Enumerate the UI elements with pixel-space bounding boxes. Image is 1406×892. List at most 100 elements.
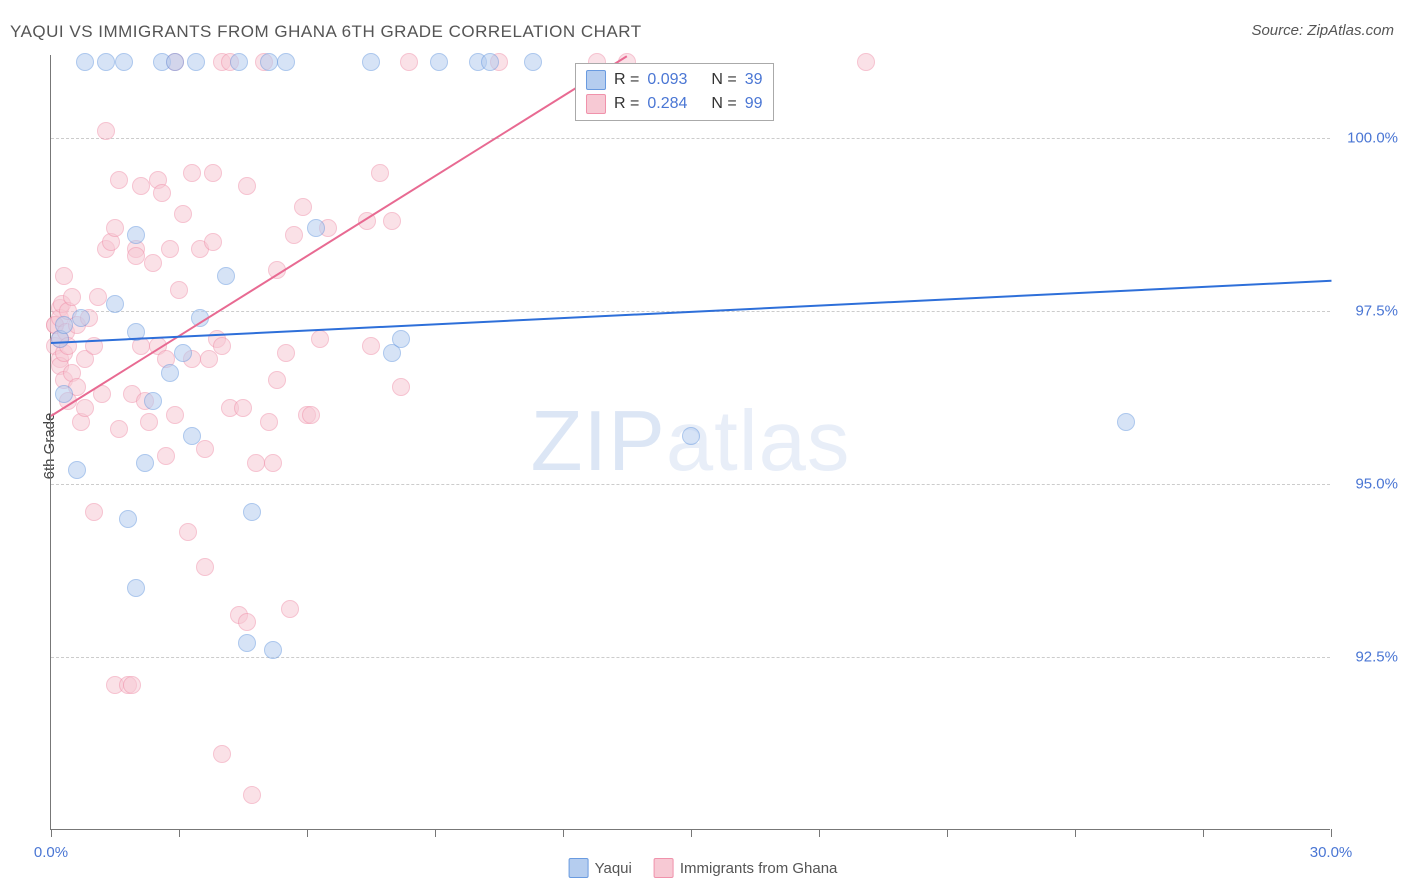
legend-swatch	[586, 94, 606, 114]
gridline	[51, 484, 1330, 485]
series-legend: Yaqui Immigrants from Ghana	[569, 858, 838, 878]
pink-point	[110, 420, 128, 438]
plot-area: ZIPatlas 92.5%95.0%97.5%100.0%0.0%30.0%	[50, 55, 1330, 830]
y-tick-label: 95.0%	[1355, 476, 1398, 493]
blue-point	[68, 461, 86, 479]
pink-point	[243, 786, 261, 804]
pink-point	[213, 337, 231, 355]
pink-point	[170, 281, 188, 299]
pink-point	[857, 53, 875, 71]
blue-point	[136, 454, 154, 472]
pink-point	[85, 503, 103, 521]
pink-point	[174, 205, 192, 223]
blue-point	[243, 503, 261, 521]
pink-point	[268, 371, 286, 389]
blue-point	[97, 53, 115, 71]
blue-point	[307, 219, 325, 237]
pink-point	[89, 288, 107, 306]
pink-point	[76, 399, 94, 417]
pink-point	[106, 219, 124, 237]
pink-point	[183, 164, 201, 182]
pink-point	[247, 454, 265, 472]
blue-point	[106, 295, 124, 313]
blue-point	[481, 53, 499, 71]
legend-n-value: 39	[745, 71, 763, 89]
pink-point	[294, 198, 312, 216]
pink-point	[204, 164, 222, 182]
y-tick-label: 92.5%	[1355, 649, 1398, 666]
blue-point	[1117, 413, 1135, 431]
blue-point	[144, 392, 162, 410]
blue-trendline	[51, 280, 1331, 344]
legend-r-value: 0.093	[647, 71, 687, 89]
gridline	[51, 138, 1330, 139]
pink-point	[383, 212, 401, 230]
pink-point	[196, 440, 214, 458]
legend-n-value: 99	[745, 95, 763, 113]
blue-point	[174, 344, 192, 362]
pink-point	[238, 177, 256, 195]
pink-point	[97, 122, 115, 140]
legend-r-label: R =	[614, 95, 639, 113]
source-attribution: Source: ZipAtlas.com	[1251, 22, 1394, 39]
x-tick	[179, 829, 180, 837]
legend-r-value: 0.284	[647, 95, 687, 113]
x-tick-label: 0.0%	[34, 844, 68, 861]
pink-point	[55, 267, 73, 285]
pink-point	[200, 350, 218, 368]
bottom-legend-item: Yaqui	[569, 858, 632, 878]
pink-point	[213, 745, 231, 763]
blue-point	[187, 53, 205, 71]
pink-point	[196, 558, 214, 576]
pink-point	[123, 676, 141, 694]
blue-point	[161, 364, 179, 382]
pink-point	[166, 406, 184, 424]
blue-point	[183, 427, 201, 445]
blue-point	[127, 579, 145, 597]
pink-point	[157, 447, 175, 465]
bottom-legend-label: Immigrants from Ghana	[680, 860, 838, 877]
pink-point	[264, 454, 282, 472]
blue-point	[682, 427, 700, 445]
x-tick	[51, 829, 52, 837]
legend-swatch	[654, 858, 674, 878]
legend-r-label: R =	[614, 71, 639, 89]
pink-point	[140, 413, 158, 431]
blue-point	[115, 53, 133, 71]
x-tick	[691, 829, 692, 837]
x-tick	[1331, 829, 1332, 837]
blue-point	[430, 53, 448, 71]
pink-point	[127, 247, 145, 265]
pink-point	[204, 233, 222, 251]
bottom-legend-label: Yaqui	[595, 860, 632, 877]
legend-swatch	[586, 70, 606, 90]
blue-point	[230, 53, 248, 71]
x-tick	[435, 829, 436, 837]
x-tick	[1075, 829, 1076, 837]
blue-point	[524, 53, 542, 71]
pink-point	[392, 378, 410, 396]
chart-container: YAQUI VS IMMIGRANTS FROM GHANA 6TH GRADE…	[0, 0, 1406, 892]
blue-point	[238, 634, 256, 652]
pink-point	[302, 406, 320, 424]
pink-point	[110, 171, 128, 189]
blue-point	[392, 330, 410, 348]
blue-point	[55, 316, 73, 334]
blue-point	[260, 53, 278, 71]
pink-point	[132, 177, 150, 195]
correlation-legend: R =0.093N =39R =0.284N =99	[575, 63, 774, 121]
pink-point	[400, 53, 418, 71]
blue-point	[119, 510, 137, 528]
blue-point	[277, 53, 295, 71]
pink-point	[362, 337, 380, 355]
legend-swatch	[569, 858, 589, 878]
pink-point	[238, 613, 256, 631]
x-tick	[947, 829, 948, 837]
watermark-bold: ZIP	[531, 394, 666, 489]
pink-point	[63, 288, 81, 306]
legend-row: R =0.093N =39	[586, 68, 763, 92]
x-tick-label: 30.0%	[1310, 844, 1353, 861]
pink-point	[281, 600, 299, 618]
blue-point	[264, 641, 282, 659]
pink-point	[153, 184, 171, 202]
